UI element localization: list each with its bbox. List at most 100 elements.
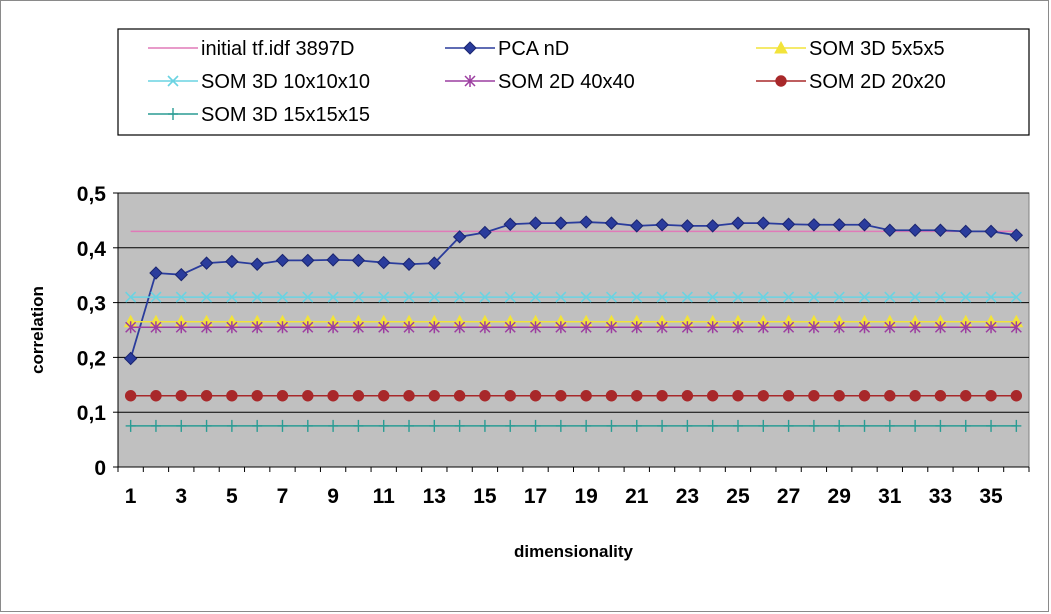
data-point — [985, 291, 997, 303]
data-point — [404, 419, 415, 432]
data-point — [201, 291, 213, 303]
data-point — [681, 291, 693, 303]
x-tick-label: 15 — [473, 485, 497, 508]
data-point — [351, 253, 366, 268]
data-point — [959, 224, 973, 239]
data-point — [454, 291, 466, 303]
data-point — [707, 291, 719, 303]
y-tick-label: 0,4 — [77, 238, 107, 261]
data-point — [1010, 390, 1023, 402]
data-point — [960, 321, 972, 334]
legend-label: SOM 2D 20x20 — [809, 71, 946, 93]
data-point — [834, 419, 845, 432]
x-axis-ticks: 1 3 5 7 9 11 13 15 17 19 21 23 25 27 29 31 33 35 — [117, 467, 1030, 508]
data-point — [251, 390, 263, 402]
legend-label: SOM 3D 10x10x10 — [201, 71, 370, 93]
x-tick-label: 27 — [777, 485, 800, 508]
data-point — [555, 390, 567, 402]
x-tick-label: 23 — [676, 485, 699, 508]
data-point — [580, 321, 592, 334]
x-tick-label: 17 — [524, 485, 547, 508]
data-point — [631, 419, 642, 432]
data-point — [479, 291, 491, 303]
data-point — [984, 224, 998, 239]
data-point — [200, 390, 213, 402]
data-point — [504, 321, 516, 334]
data-point — [581, 419, 592, 432]
data-point — [833, 390, 845, 402]
data-point — [756, 216, 770, 230]
data-point — [732, 390, 744, 402]
data-point — [327, 291, 339, 303]
data-point — [985, 390, 997, 402]
data-point — [884, 321, 896, 334]
data-point — [176, 419, 187, 432]
data-point — [985, 321, 997, 334]
legend-label: SOM 3D 5x5x5 — [809, 38, 945, 60]
data-point — [276, 291, 289, 303]
legend-marker — [774, 40, 788, 54]
data-point — [858, 321, 871, 334]
data-point — [782, 390, 795, 402]
y-tick-label: 0,5 — [77, 183, 107, 206]
data-point — [150, 291, 162, 303]
data-point — [908, 223, 922, 237]
data-point — [125, 321, 137, 334]
data-point — [707, 419, 718, 432]
x-axis-title: dimensionality — [514, 542, 634, 561]
data-point — [1009, 228, 1024, 242]
data-point — [150, 390, 162, 402]
data-point — [555, 321, 567, 334]
data-point — [935, 419, 946, 432]
data-point — [503, 217, 517, 231]
data-point — [857, 218, 872, 232]
x-tick-label: 35 — [979, 485, 1003, 508]
data-point — [504, 390, 516, 402]
legend-marker — [167, 75, 179, 87]
data-point — [175, 321, 187, 334]
data-point — [858, 291, 871, 303]
data-point — [783, 291, 795, 303]
data-point — [731, 216, 745, 230]
series-3 — [125, 291, 1022, 303]
data-point — [301, 253, 315, 268]
data-point — [555, 291, 567, 303]
data-point — [478, 225, 492, 240]
x-tick-label: 25 — [726, 485, 750, 508]
data-point — [403, 291, 415, 303]
data-point — [302, 291, 314, 303]
data-point — [606, 419, 617, 432]
data-point — [428, 291, 440, 303]
data-point — [579, 215, 593, 229]
data-point — [250, 257, 264, 271]
data-point — [859, 419, 870, 432]
legend-item: PCA nD — [445, 38, 569, 60]
data-point — [960, 419, 971, 432]
data-point — [706, 390, 719, 402]
data-point — [327, 390, 339, 402]
data-point — [783, 419, 794, 432]
data-point — [504, 291, 516, 303]
data-point — [884, 419, 895, 432]
y-tick-label: 0,1 — [77, 402, 107, 425]
data-point — [226, 390, 238, 402]
data-point — [199, 256, 214, 270]
data-point — [352, 291, 364, 303]
data-point — [454, 321, 466, 334]
data-point — [174, 267, 188, 282]
legend-label: PCA nD — [498, 38, 569, 60]
data-point — [883, 223, 897, 237]
data-point — [657, 419, 668, 432]
x-tick-label: 13 — [423, 485, 446, 508]
data-point — [884, 291, 896, 303]
data-point — [1010, 321, 1022, 334]
data-point — [226, 291, 238, 303]
data-point — [605, 321, 617, 334]
data-point — [605, 390, 618, 402]
data-point — [452, 230, 467, 244]
data-point — [378, 291, 390, 303]
data-point — [352, 321, 364, 334]
data-point — [909, 321, 921, 334]
data-point — [428, 390, 441, 402]
data-point — [479, 390, 491, 402]
